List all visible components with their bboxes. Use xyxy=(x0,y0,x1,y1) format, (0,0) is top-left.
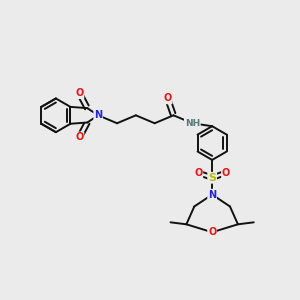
Text: O: O xyxy=(222,168,230,178)
Text: O: O xyxy=(75,132,83,142)
Text: O: O xyxy=(194,168,202,178)
Text: N: N xyxy=(208,190,216,200)
Text: O: O xyxy=(75,88,83,98)
Text: NH: NH xyxy=(185,119,200,128)
Text: O: O xyxy=(164,94,172,103)
Text: O: O xyxy=(208,227,216,237)
Text: S: S xyxy=(208,173,216,183)
Text: N: N xyxy=(94,110,102,120)
